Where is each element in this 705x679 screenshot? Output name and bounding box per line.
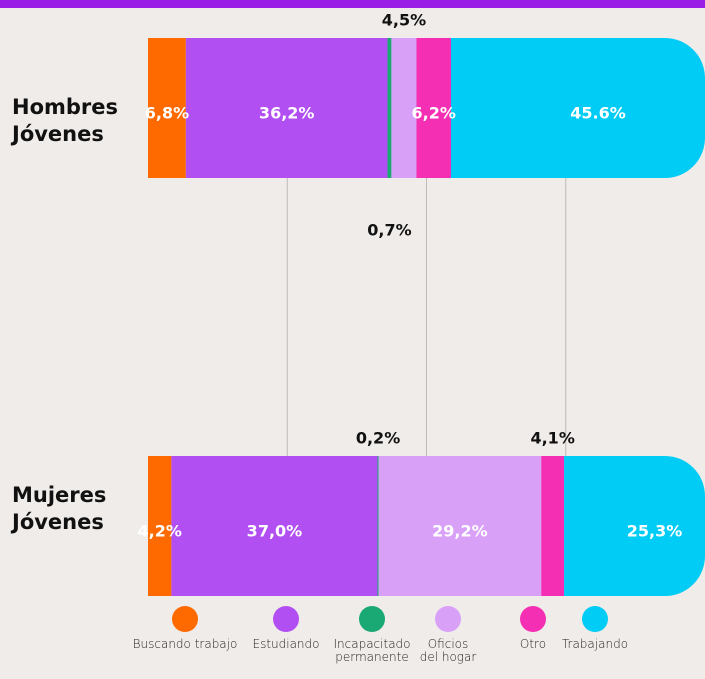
legend-label: Estudiando (252, 637, 320, 651)
legend-item: Buscando trabajo (130, 606, 240, 651)
value-label: 4,5% (381, 10, 427, 30)
value-label: 4,2% (137, 521, 182, 541)
legend-swatch (520, 606, 546, 632)
category-label: Hombres Jóvenes (12, 95, 119, 146)
legend-item: Estudiando (246, 606, 326, 651)
category-label: Mujeres Jóvenes (12, 483, 107, 534)
bar-row (148, 456, 705, 596)
value-label: 0,2% (355, 428, 401, 448)
legend-swatch (359, 606, 385, 632)
header-band (0, 0, 705, 8)
legend-label: Oficios del hogar (419, 637, 477, 664)
legend-item: Incapacitado permanente (332, 606, 412, 664)
legend-item: Oficios del hogar (417, 606, 479, 664)
bar-segment (391, 38, 417, 178)
value-label: 37,0% (246, 521, 303, 541)
legend-label: Buscando trabajo (132, 637, 238, 651)
legend-item: Trabajando (555, 606, 635, 651)
bar-segment (171, 456, 378, 596)
legend-swatch (582, 606, 608, 632)
bar-segment (377, 456, 379, 596)
legend-label: Incapacitado permanente (333, 637, 411, 664)
value-label: 4,1% (530, 428, 575, 448)
bar-segment (148, 456, 172, 596)
legend-label: Otro (519, 637, 547, 651)
bar-segment (416, 38, 452, 178)
bar-segment (148, 38, 186, 178)
value-label: 25,3% (626, 521, 683, 541)
bar-segment (451, 38, 705, 178)
value-label: 36,2% (258, 103, 315, 123)
value-label: 6,2% (411, 103, 456, 123)
value-label: 29,2% (432, 521, 488, 541)
legend-swatch (172, 606, 198, 632)
legend-swatch (435, 606, 461, 632)
bar-row (148, 38, 705, 178)
bar-segment (541, 456, 565, 596)
value-label: 0,7% (367, 220, 412, 240)
legend-label: Trabajando (561, 637, 629, 651)
value-label: 45.6% (570, 103, 626, 123)
legend-swatch (273, 606, 299, 632)
bar-segment (387, 38, 392, 178)
legend-item: Otro (513, 606, 553, 651)
value-label: 6,8% (144, 103, 190, 123)
bar-segment (564, 456, 705, 596)
bar-segment (185, 38, 388, 178)
bar-segment (378, 456, 542, 596)
